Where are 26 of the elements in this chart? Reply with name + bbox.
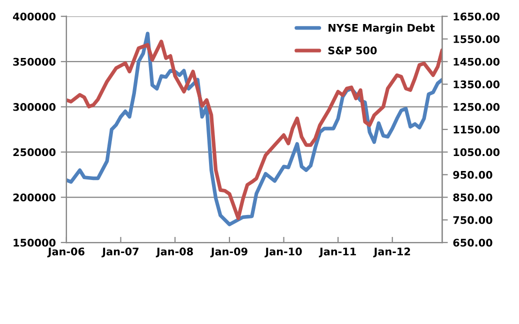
legend-label: S&P 500	[328, 46, 377, 54]
x-tick-label: Jan-09	[210, 248, 248, 258]
y-tick-label: 350000	[13, 58, 56, 66]
x-tick-label: Jan-07	[102, 248, 138, 258]
y2-tick-label: 1050.00	[454, 148, 500, 156]
y-tick-label: 150000	[14, 238, 56, 247]
y2-tick-label: 1550.00	[454, 35, 500, 44]
y2-tick-label: 1350.00	[454, 80, 500, 88]
y2-tick-label: 1250.00	[454, 103, 500, 111]
x-tick-label: Jan-06	[47, 248, 84, 258]
y2-tick-label: 950.00	[453, 170, 492, 179]
x-tick-label: Jan-10	[264, 248, 302, 258]
y-tick-label: 250000	[13, 148, 56, 156]
y2-tick-label: 1450.00	[454, 58, 500, 66]
y2-tick-label: 750.00	[453, 216, 492, 224]
y-tick-label: 300000	[13, 103, 56, 111]
x-tick-label: Jan-12	[373, 248, 410, 258]
y-tick-label: 400000	[13, 12, 56, 20]
y2-tick-label: 650.00	[453, 238, 492, 247]
y2-tick-label: 1150.00	[454, 126, 500, 134]
x-tick-label: Jan-08	[156, 248, 193, 258]
legend-label: NYSE Margin Debt	[328, 24, 435, 34]
y-tick-label: 200000	[13, 194, 56, 202]
x-tick-label: Jan-11	[318, 248, 356, 258]
y2-tick-label: 1650.00	[454, 12, 500, 20]
y2-tick-label: 850.00	[453, 194, 492, 202]
